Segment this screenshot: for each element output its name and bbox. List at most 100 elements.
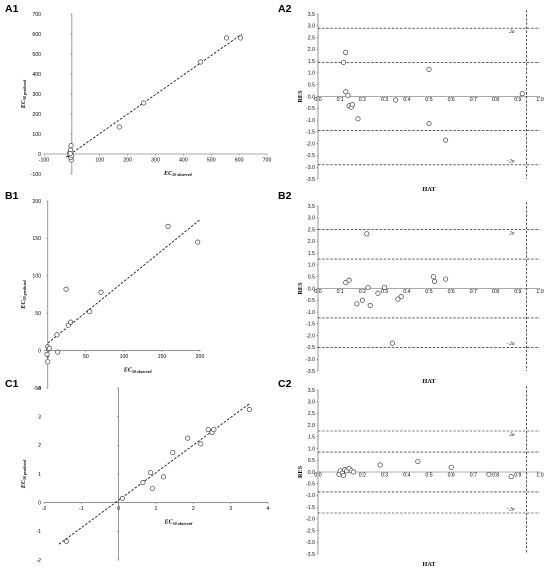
panel-a2: A2 -3.5 -3.0 -2.5 -2.0 -1.5 -1.0 -0.5 0.0 0.5 1.0 1… [278, 3, 544, 193]
y-axis-label: RES [297, 90, 304, 103]
y-tick-label: -1.5 [306, 322, 315, 328]
data-point [346, 277, 352, 283]
y-tick-label: 2.5 [308, 411, 315, 417]
y-tick-label: 2.0 [308, 47, 315, 53]
x-tick-label: 0.7 [470, 473, 477, 479]
x-tick-label: 500 [207, 158, 216, 164]
x-tick-label: 400 [179, 158, 188, 164]
y-axis-label: RES [297, 465, 304, 478]
y-tick-label: 1.5 [308, 59, 315, 65]
y-tick-label: -3.0 [306, 357, 315, 363]
panel-a1: A1-1000100200300400500600700-10001002003… [5, 3, 271, 178]
x-tick-label: 0.5 [425, 97, 432, 103]
x-tick-label: 0.8 [492, 97, 499, 103]
data-point [443, 276, 449, 282]
data-point [343, 89, 349, 95]
x-tick-label: 0.2 [359, 289, 366, 295]
data-point [426, 66, 432, 72]
data-point [355, 116, 361, 122]
trend-line [58, 403, 250, 545]
x-tick-label: 700 [263, 158, 272, 164]
x-tick-label: 0.4 [403, 97, 410, 103]
y-tick-label: 3.5 [308, 388, 315, 394]
data-point [54, 332, 60, 338]
y-tick-label: 1.5 [308, 251, 315, 257]
x-tick-label: 300 [151, 158, 160, 164]
y-tick-label: 300 [32, 92, 41, 98]
y-tick-label: -3.0 [306, 165, 315, 171]
x-tick-label: 3 [229, 506, 232, 512]
sigma-label-lower: −2σ [506, 341, 515, 347]
sigma-label-upper: 2σ [509, 29, 515, 35]
x-tick-label: 0.8 [492, 473, 499, 479]
x-tick-label: 150 [158, 354, 167, 360]
x-tick-label: 100 [95, 158, 104, 164]
x-tick-label: 200 [196, 354, 205, 360]
x-tick-label: 0.3 [381, 97, 388, 103]
x-tick-label: 0.7 [470, 97, 477, 103]
data-point [351, 469, 357, 475]
x-tick-label: 0 [117, 506, 120, 512]
x-tick-label: 0.2 [359, 473, 366, 479]
y-tick-label: 1.0 [308, 263, 315, 269]
data-point [67, 151, 73, 157]
x-axis-label: EC50 observed [164, 519, 194, 526]
data-point [359, 297, 365, 303]
y-tick-label: 600 [32, 32, 41, 38]
x-tick-label: 0.9 [514, 289, 521, 295]
data-point [382, 284, 388, 290]
data-point [377, 462, 383, 468]
x-tick-label: -1 [79, 506, 84, 512]
data-point [160, 474, 166, 480]
data-point [165, 223, 171, 229]
sigma-label-lower: −2σ [506, 158, 515, 164]
y-tick-label: 0.0 [308, 94, 315, 100]
y-tick-label: 1 [38, 472, 41, 478]
data-point [87, 309, 93, 315]
data-point [430, 274, 436, 280]
panel-b2: B2 -3.5 -3.0 -2.5 -2.0 -1.5 -1.0 -0.5 0.0 0.5 1.0 1… [278, 190, 544, 385]
data-point [375, 290, 381, 296]
y-tick-label: 2.0 [308, 423, 315, 429]
y-tick-label: 3.5 [308, 12, 315, 18]
y-tick-label: 0.0 [308, 286, 315, 292]
x-tick-label: 0 [46, 354, 49, 360]
y-tick-label: -2.0 [306, 517, 315, 523]
data-point [432, 278, 438, 284]
data-point [198, 441, 204, 447]
sigma-label-lower: −2σ [506, 507, 515, 513]
y-tick-label: 3.0 [308, 400, 315, 406]
x-tick-label: 0.0 [314, 473, 321, 479]
x-axis-label: HAT [423, 186, 437, 193]
y-tick-label: 1.0 [308, 446, 315, 452]
data-point [364, 231, 370, 237]
x-tick-label: 0.1 [337, 97, 344, 103]
x-tick-label: -2 [42, 506, 47, 512]
x-tick-label: 0.3 [381, 473, 388, 479]
data-point [343, 280, 349, 286]
x-axis-label: EC50 observed [163, 170, 193, 177]
data-point [398, 294, 404, 300]
y-tick-label: 3.5 [308, 204, 315, 210]
data-point [238, 35, 244, 41]
x-tick-label: 0.4 [403, 473, 410, 479]
panel-label: A2 [278, 3, 292, 15]
panel-b1: B1 -50 0 50 100 150 200 0 50 100 150 200 EC50 observ… [5, 190, 204, 392]
y-axis-label: EC50 predicted [20, 279, 27, 309]
sigma-label-upper: 2σ [509, 231, 515, 237]
y-tick-label: 0 [38, 152, 41, 158]
y-tick-label: -1.0 [306, 118, 315, 124]
x-tick-label: 0.0 [314, 97, 321, 103]
panel-label: C1 [5, 378, 19, 390]
y-tick-label: 200 [32, 199, 41, 205]
x-tick-label: 0.9 [514, 473, 521, 479]
y-tick-label: -2.5 [306, 153, 315, 159]
data-point [395, 296, 401, 302]
y-tick-label: -1.0 [306, 310, 315, 316]
y-tick-label: 0 [38, 500, 41, 506]
x-axis-label: HAT [423, 561, 437, 568]
panel-c2: C2 -3.5 -3.0 -2.5 -2.0 -1.5 -1.0 -0.5 0.0 0.5 1.0 1… [278, 378, 544, 568]
x-tick-label: 0.0 [314, 289, 321, 295]
x-tick-label: 0.2 [359, 97, 366, 103]
